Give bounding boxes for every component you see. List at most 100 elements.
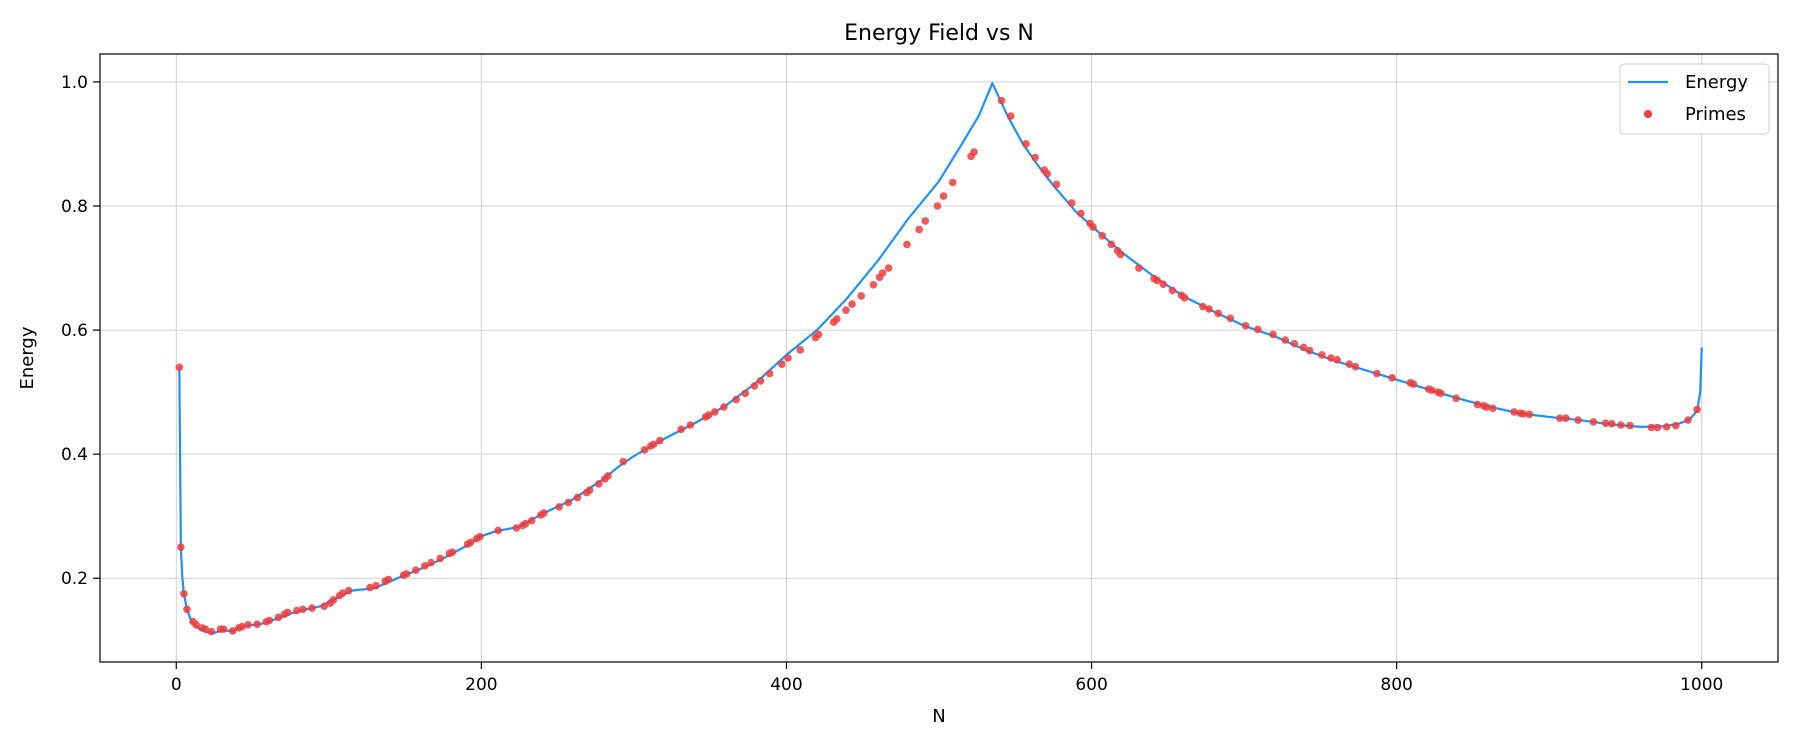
prime-point [1519,410,1528,418]
prime-point [915,225,923,234]
prime-point [1662,423,1671,431]
prime-point [1626,421,1634,430]
prime-point [228,627,237,635]
prime-point [274,613,283,622]
prime-point [384,575,393,584]
prime-point [512,524,521,532]
prime-point [573,493,582,502]
prime-point [1269,330,1277,339]
prime-point [1556,414,1564,422]
prime-point [796,346,804,354]
prime-point [1043,169,1052,178]
prime-point [704,411,713,419]
prime-point [1388,374,1396,382]
prime-point [1345,360,1354,369]
prime-point [869,280,878,289]
prime-point [177,543,185,552]
prime-point [884,264,893,272]
prime-point [1226,314,1235,323]
prime-point [842,306,850,315]
prime-point [1351,362,1360,371]
prime-point [192,620,200,629]
prime-point [329,596,338,604]
legend: Energy Primes [1619,63,1770,135]
prime-point [585,486,594,494]
y-tick-label: 1.0 [61,73,88,93]
prime-point [1452,394,1460,403]
prime-point [710,408,719,416]
prime-point [1488,404,1497,413]
prime-point [1006,112,1015,120]
prime-point [366,583,374,592]
prime-point [1333,356,1341,364]
prime-point [494,526,502,535]
prime-point [466,538,475,547]
plot-frame [99,53,1779,663]
prime-point [677,425,685,434]
prime-point [1205,305,1213,313]
prime-point [427,558,435,567]
prime-point [265,616,274,625]
prime-point [436,554,444,563]
prime-point [1052,180,1061,189]
prime-point [1647,423,1656,432]
prime-point [814,330,823,339]
prime-point [421,562,429,570]
prime-point [1617,421,1625,429]
prime-point [1067,199,1076,207]
x-tick-label: 200 [465,675,497,695]
legend-energy-label: Energy [1685,72,1748,93]
prime-point [939,192,948,200]
prime-point [372,581,380,590]
prime-point [1077,209,1085,218]
prime-point [720,403,728,411]
prime-point [402,570,411,578]
prime-point [1327,354,1335,362]
prime-point [238,622,246,631]
prime-point [564,498,573,507]
prime-point [1031,153,1039,162]
prime-point [1427,386,1436,395]
prime-point [997,96,1006,105]
prime-point [1409,380,1418,388]
prime-point [299,605,307,614]
y-tick-label: 0.8 [61,197,88,217]
prime-point [1299,343,1308,352]
prime-point [540,509,548,517]
prime-point [1482,403,1491,411]
prime-point [903,240,911,249]
prime-point [244,620,252,629]
prime-point [1653,423,1662,432]
prime-point [1373,369,1381,378]
prime-point [741,389,750,398]
prime-point [1290,339,1299,348]
prime-point [411,566,420,574]
prime-point [175,363,184,372]
prime-point [338,589,347,597]
prime-point [756,377,765,385]
prime-point [1510,408,1518,416]
prime-point [1135,264,1143,272]
prime-point [778,360,786,369]
prime-point [207,627,216,636]
y-tick-label: 0.6 [61,321,88,341]
prime-point [1318,351,1326,359]
prime-point [933,202,942,210]
prime-point [970,148,978,156]
prime-point [1241,321,1250,330]
prime-point [253,620,261,628]
prime-point [448,548,457,556]
prime-point [1589,418,1598,426]
prime-point [832,315,841,323]
prime-point [1671,421,1680,430]
plot-series [175,82,1703,636]
prime-point [527,516,536,525]
x-tick-label: 1000 [1680,675,1723,695]
prime-point [595,480,603,488]
prime-point [649,440,658,449]
prime-point [1168,286,1177,295]
prime-point [1281,336,1290,344]
x-tick-label: 400 [770,675,802,695]
